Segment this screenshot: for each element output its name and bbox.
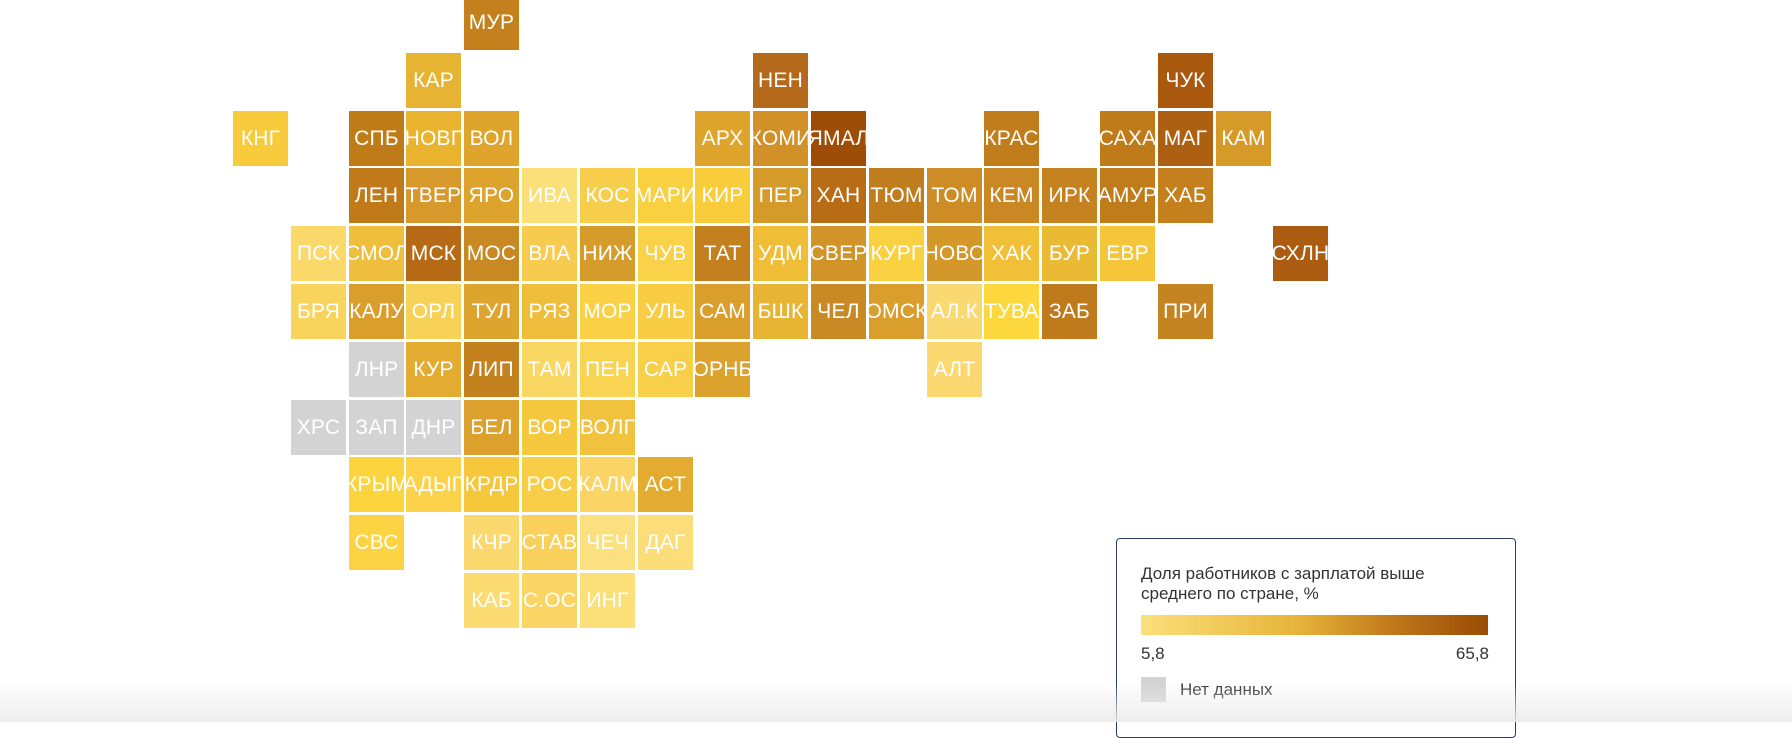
region-tile[interactable]: УДМ <box>753 226 808 281</box>
region-tile[interactable]: ДНР <box>406 400 461 455</box>
region-tile[interactable]: СВЕР <box>811 226 866 281</box>
region-tile[interactable]: САР <box>638 342 693 397</box>
region-tile[interactable]: КРАС <box>984 111 1039 166</box>
region-tile[interactable]: ВЛА <box>522 226 577 281</box>
region-tile[interactable]: ЧЕЧ <box>580 515 635 570</box>
region-tile[interactable]: ЧУК <box>1158 53 1213 108</box>
region-tile[interactable]: ТАМ <box>522 342 577 397</box>
region-tile[interactable]: КОМИ <box>753 111 808 166</box>
region-tile[interactable]: ЯМАЛ <box>811 111 866 166</box>
region-tile[interactable]: ХАБ <box>1158 168 1213 223</box>
region-tile[interactable]: ТУЛ <box>464 284 519 339</box>
region-tile[interactable]: ПЕН <box>580 342 635 397</box>
region-tile[interactable]: ЯРО <box>464 168 519 223</box>
region-tile[interactable]: ИРК <box>1042 168 1097 223</box>
region-tile[interactable]: ОМСК <box>869 284 924 339</box>
region-tile[interactable]: ВОР <box>522 400 577 455</box>
region-tile[interactable]: НОВГ <box>406 111 461 166</box>
region-tile[interactable]: КАР <box>406 53 461 108</box>
region-tile[interactable]: ЛНР <box>349 342 404 397</box>
region-tile[interactable]: МАГ <box>1158 111 1213 166</box>
region-tile[interactable]: ДАГ <box>638 515 693 570</box>
region-tile[interactable]: ВОЛ <box>464 111 519 166</box>
region-tile[interactable]: ЧЕЛ <box>811 284 866 339</box>
region-tile[interactable]: КИР <box>695 168 750 223</box>
region-tile[interactable]: КРДР <box>464 457 519 512</box>
region-tile[interactable]: САМ <box>695 284 750 339</box>
region-tile[interactable]: КАМ <box>1216 111 1271 166</box>
region-tile[interactable]: ЗАП <box>349 400 404 455</box>
region-tile[interactable]: САХА <box>1100 111 1155 166</box>
region-tile[interactable]: МОС <box>464 226 519 281</box>
region-tile[interactable]: ТОМ <box>927 168 982 223</box>
region-tile[interactable]: МОР <box>580 284 635 339</box>
region-tile[interactable]: АРХ <box>695 111 750 166</box>
region-tile[interactable]: КОС <box>580 168 635 223</box>
region-tile[interactable]: НОВО <box>927 226 982 281</box>
region-tile[interactable]: БЕЛ <box>464 400 519 455</box>
region-tile[interactable]: ОРЛ <box>406 284 461 339</box>
region-tile[interactable]: БУР <box>1042 226 1097 281</box>
region-tile[interactable]: АЛ.К <box>927 284 982 339</box>
legend-nodata-swatch <box>1141 677 1166 702</box>
region-tile[interactable]: С.ОС <box>522 573 577 628</box>
region-tile[interactable]: КАЛМ <box>580 457 635 512</box>
region-tile[interactable]: НИЖ <box>580 226 635 281</box>
region-tile[interactable]: НЕН <box>753 53 808 108</box>
region-tile[interactable]: УЛЬ <box>638 284 693 339</box>
region-tile[interactable]: ЛИП <box>464 342 519 397</box>
region-tile[interactable]: АДЫГ <box>406 457 461 512</box>
region-tile[interactable]: СТАВ <box>522 515 577 570</box>
region-tile[interactable]: ХРС <box>291 400 346 455</box>
region-tile[interactable]: ИВА <box>522 168 577 223</box>
region-tile[interactable]: КУР <box>406 342 461 397</box>
region-tile[interactable]: КАЛУ <box>349 284 404 339</box>
tile-grid-map: МУР КАР НЕН ЧУК КНГ СПБ НОВГ ВОЛ АРХ КОМИ ЯМАЛ КРАС… <box>233 0 1328 628</box>
region-tile[interactable]: ЧУВ <box>638 226 693 281</box>
region-tile[interactable]: ТАТ <box>695 226 750 281</box>
region-tile[interactable]: ИНГ <box>580 573 635 628</box>
region-tile[interactable]: ВОЛГ <box>580 400 635 455</box>
region-tile[interactable]: КЕМ <box>984 168 1039 223</box>
legend: Доля работников с зарплатой выше среднег… <box>1116 538 1516 738</box>
region-tile[interactable]: СХЛН <box>1273 226 1328 281</box>
region-tile[interactable]: РЯЗ <box>522 284 577 339</box>
region-tile[interactable]: ХАН <box>811 168 866 223</box>
legend-title: Доля работников с зарплатой выше среднег… <box>1141 564 1425 603</box>
region-tile[interactable]: ХАК <box>984 226 1039 281</box>
region-tile[interactable]: ПРИ <box>1158 284 1213 339</box>
region-tile[interactable]: ТЮМ <box>869 168 924 223</box>
region-tile[interactable]: КНГ <box>233 111 288 166</box>
region-tile[interactable]: АМУР <box>1100 168 1155 223</box>
region-tile[interactable]: МСК <box>406 226 461 281</box>
region-tile[interactable]: РОС <box>522 457 577 512</box>
region-tile[interactable]: ЕВР <box>1100 226 1155 281</box>
region-tile[interactable]: ЗАБ <box>1042 284 1097 339</box>
region-tile[interactable]: АЛТ <box>927 342 982 397</box>
legend-max-label: 65,8 <box>1455 644 1489 663</box>
legend-nodata-label: Нет данных <box>1180 680 1273 699</box>
legend-color-scale <box>1141 615 1488 635</box>
region-tile[interactable]: КУРГ <box>869 226 924 281</box>
region-tile[interactable]: ТУВА <box>984 284 1039 339</box>
region-tile[interactable]: СПБ <box>349 111 404 166</box>
region-tile[interactable]: БРЯ <box>291 284 346 339</box>
region-tile[interactable]: АСТ <box>638 457 693 512</box>
region-tile[interactable]: БШК <box>753 284 808 339</box>
region-tile[interactable]: КРЫМ <box>349 457 404 512</box>
region-tile[interactable]: МУР <box>464 0 519 50</box>
region-tile[interactable]: ПСК <box>291 226 346 281</box>
region-tile[interactable]: ЛЕН <box>349 168 404 223</box>
region-tile[interactable]: ОРНБ <box>695 342 750 397</box>
region-tile[interactable]: СВС <box>349 515 404 570</box>
region-tile[interactable]: КАБ <box>464 573 519 628</box>
region-tile[interactable]: СМОЛ <box>349 226 404 281</box>
legend-min-label: 5,8 <box>1141 644 1165 663</box>
region-tile[interactable]: КЧР <box>464 515 519 570</box>
region-tile[interactable]: МАРИ <box>638 168 693 223</box>
region-tile[interactable]: ПЕР <box>753 168 808 223</box>
region-tile[interactable]: ТВЕР <box>406 168 461 223</box>
